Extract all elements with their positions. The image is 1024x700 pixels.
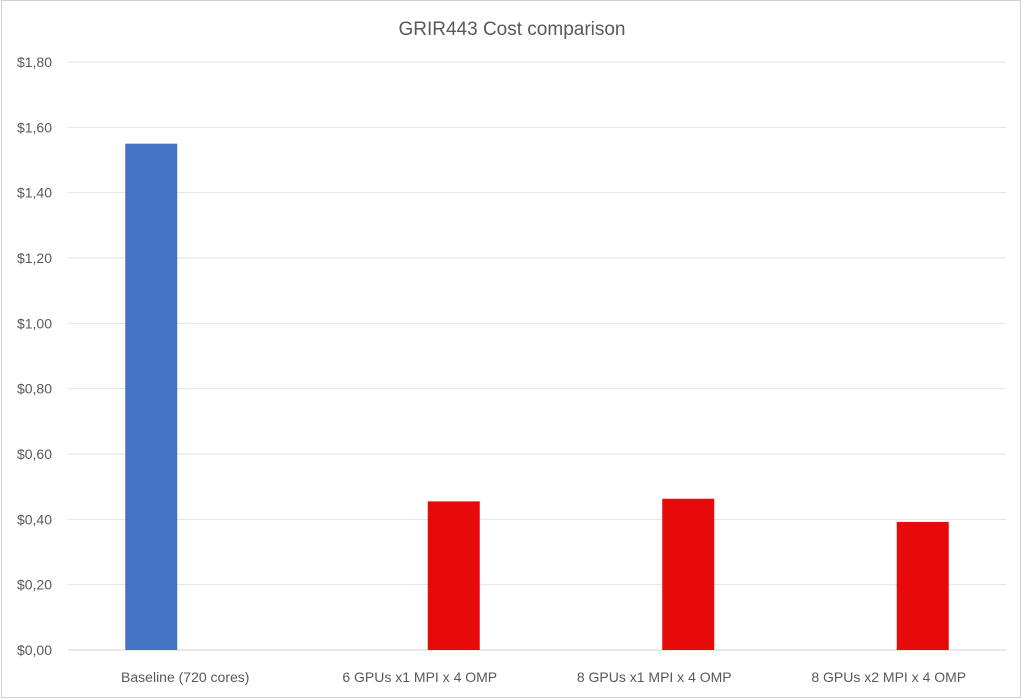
chart-title: GRIR443 Cost comparison [398,19,625,40]
y-tick-label: $0,40 [17,511,52,527]
y-tick-label: $0,60 [17,446,52,462]
y-tick-label: $1,80 [17,54,52,70]
y-tick-label: $1,20 [17,250,52,266]
x-tick-label: 8 GPUs x2 MPI x 4 OMP [811,669,966,685]
y-tick-label: $0,80 [17,381,52,397]
x-tick-label: 8 GPUs x1 MPI x 4 OMP [577,669,732,685]
bar [896,521,949,650]
bar [427,501,480,650]
y-tick-label: $1,00 [17,315,52,331]
x-tick-label: 6 GPUs x1 MPI x 4 OMP [342,669,497,685]
x-tick-label: Baseline (720 cores) [121,669,249,685]
y-tick-label: $0,20 [17,577,52,593]
y-tick-label: $1,40 [17,185,52,201]
y-tick-label: $1,60 [17,119,52,135]
bar [125,143,178,650]
bar [662,498,715,650]
y-tick-label: $0,00 [17,642,52,658]
